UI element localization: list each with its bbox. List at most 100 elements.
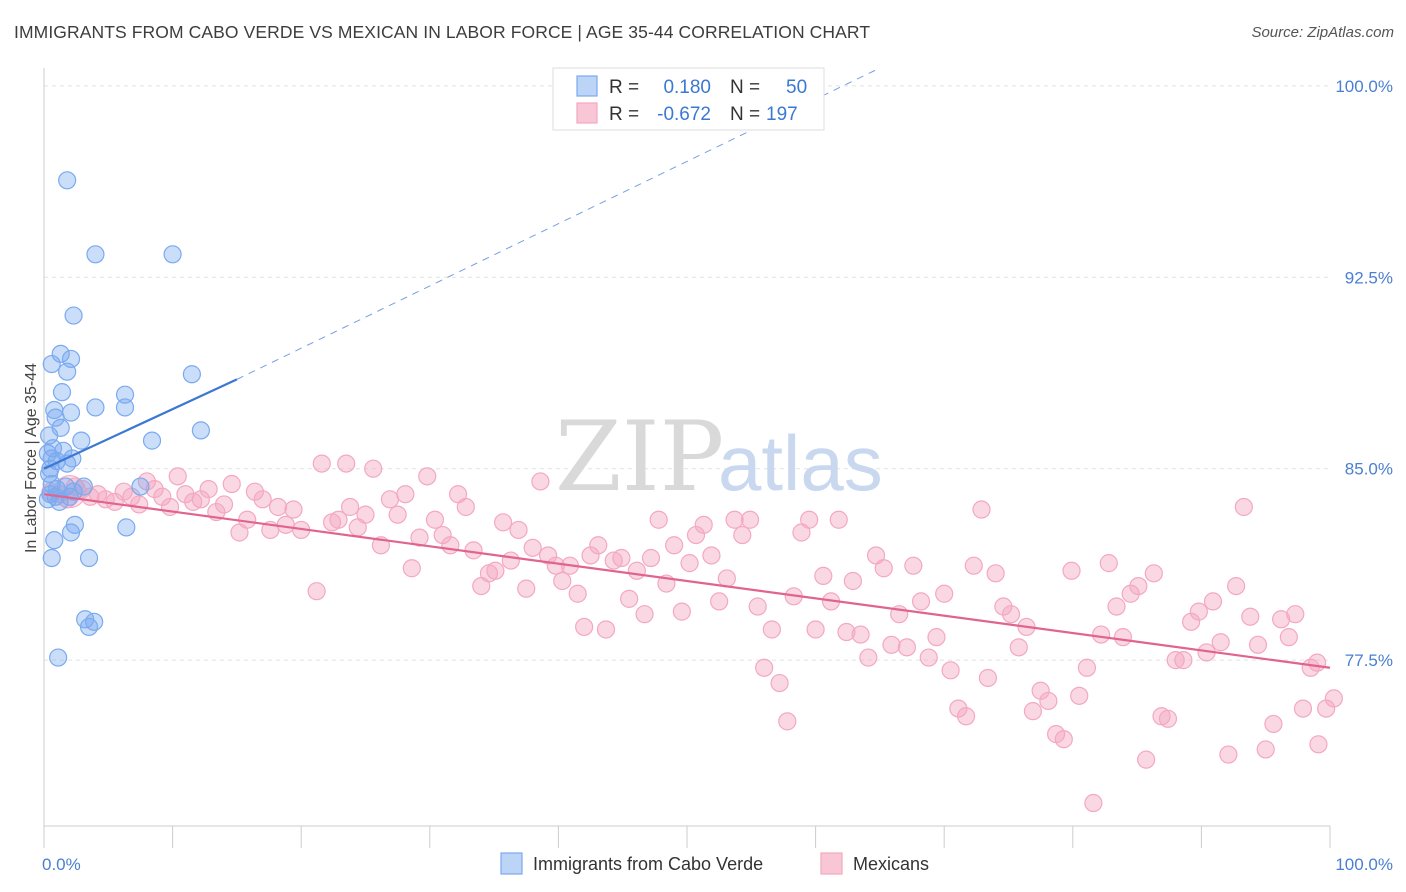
data-point-mexicans xyxy=(501,551,520,570)
data-point-cabo-verde xyxy=(117,518,136,537)
data-point-mexicans xyxy=(733,525,752,545)
data-point-mexicans xyxy=(627,561,646,580)
legend-n-label-1: N = xyxy=(730,77,760,98)
data-point-mexicans xyxy=(1248,635,1268,654)
trend-lines xyxy=(43,67,1331,669)
data-point-mexicans xyxy=(649,510,668,529)
chart-title: IMMIGRANTS FROM CABO VERDE VS MEXICAN IN… xyxy=(14,22,871,42)
data-point-mexicans xyxy=(523,538,542,557)
data-point-mexicans xyxy=(1219,745,1238,764)
data-point-mexicans xyxy=(356,505,375,524)
legend-swatch-mexicans xyxy=(576,102,598,124)
data-point-mexicans xyxy=(1286,605,1305,624)
data-point-cabo-verde xyxy=(85,612,104,631)
data-point-mexicans xyxy=(1309,735,1328,754)
data-point-cabo-verde xyxy=(79,548,99,568)
data-point-mexicans xyxy=(1264,714,1283,734)
y-tick-label: 77.5% xyxy=(1345,651,1393,670)
data-point-mexicans xyxy=(717,569,736,588)
data-point-mexicans xyxy=(245,482,265,501)
data-point-mexicans xyxy=(755,658,774,677)
trend-line-mexicans xyxy=(43,493,1331,669)
y-tick-label: 92.5% xyxy=(1345,268,1393,287)
data-point-mexicans xyxy=(986,564,1005,583)
data-point-mexicans xyxy=(1203,592,1223,611)
bottom-legend-label-mexicans: Mexicans xyxy=(853,854,929,874)
x-tick-label: 0.0% xyxy=(42,855,81,874)
data-point-mexicans xyxy=(1137,750,1156,769)
data-point-mexicans xyxy=(1158,709,1178,728)
data-point-mexicans xyxy=(1144,564,1163,583)
stats-legend: R = 0.180 N = 50 R = -0.672 N = 197 xyxy=(552,67,825,131)
data-point-mexicans xyxy=(1031,681,1050,700)
data-point-mexicans xyxy=(665,536,684,555)
data-point-mexicans xyxy=(686,525,706,545)
data-point-mexicans xyxy=(1324,689,1343,708)
data-point-mexicans xyxy=(806,620,825,639)
data-point-mexicans xyxy=(214,495,234,514)
data-point-mexicans xyxy=(312,454,331,473)
data-point-mexicans xyxy=(1308,653,1327,672)
data-point-mexicans xyxy=(268,497,288,517)
data-point-mexicans xyxy=(509,520,528,540)
watermark: ZIP atlas xyxy=(555,401,883,513)
data-point-cabo-verde xyxy=(61,523,81,542)
data-point-mexicans xyxy=(1009,638,1028,657)
bottom-legend-swatch-mexicans xyxy=(820,852,843,875)
data-point-mexicans xyxy=(927,628,946,647)
data-point-cabo-verde xyxy=(51,344,70,363)
data-point-cabo-verde xyxy=(49,648,68,667)
data-point-mexicans xyxy=(596,620,616,639)
data-point-mexicans xyxy=(837,622,856,642)
data-point-mexicans xyxy=(994,597,1013,616)
data-point-mexicans xyxy=(1077,658,1097,677)
data-point-cabo-verde xyxy=(191,421,210,440)
data-point-cabo-verde xyxy=(182,365,201,384)
series-legend: Immigrants from Cabo Verde Mexicans xyxy=(500,852,929,875)
data-point-mexicans xyxy=(725,510,744,529)
data-point-mexicans xyxy=(1234,497,1253,517)
data-point-cabo-verde xyxy=(72,431,91,450)
data-point-mexicans xyxy=(911,592,931,611)
data-point-mexicans xyxy=(130,495,149,514)
data-point-mexicans xyxy=(222,474,241,494)
data-point-mexicans xyxy=(612,548,631,568)
legend-n-value-1: 50 xyxy=(786,77,807,98)
data-point-mexicans xyxy=(418,467,437,486)
legend-swatch-cabo-verde xyxy=(576,75,598,97)
data-point-mexicans xyxy=(1317,699,1336,718)
legend-r-value-1: 0.180 xyxy=(663,77,711,98)
watermark-atlas: atlas xyxy=(718,419,883,507)
data-point-cabo-verde xyxy=(86,398,105,417)
data-point-mexicans xyxy=(494,513,513,532)
data-point-mexicans xyxy=(1039,691,1058,711)
data-point-mexicans xyxy=(1174,651,1193,670)
data-point-cabo-verde xyxy=(46,408,65,427)
y-tick-label: 85.0% xyxy=(1345,460,1393,479)
legend-n-value-2: 197 xyxy=(766,104,798,125)
data-point-mexicans xyxy=(539,546,558,565)
data-point-cabo-verde xyxy=(58,362,77,381)
data-point-mexicans xyxy=(1062,561,1081,580)
data-point-mexicans xyxy=(1091,625,1111,644)
data-point-cabo-verde xyxy=(42,548,61,568)
data-point-mexicans xyxy=(972,500,991,519)
data-point-mexicans xyxy=(589,536,608,555)
stats-legend-box xyxy=(552,67,825,131)
data-point-cabo-verde xyxy=(86,245,105,264)
data-point-mexicans xyxy=(153,487,172,506)
data-point-cabo-verde xyxy=(79,617,99,637)
data-point-mexicans xyxy=(694,515,713,534)
data-point-cabo-verde xyxy=(61,403,81,422)
data-point-mexicans xyxy=(425,510,445,529)
data-point-mexicans xyxy=(410,528,429,547)
data-point-cabo-verde xyxy=(42,354,61,374)
data-point-mexicans xyxy=(433,525,452,545)
y-tick-label: 100.0% xyxy=(1335,77,1393,96)
data-point-mexicans xyxy=(553,571,572,591)
data-point-cabo-verde xyxy=(131,477,150,496)
data-point-mexicans xyxy=(851,625,870,644)
data-point-mexicans xyxy=(517,579,536,598)
data-point-mexicans xyxy=(1256,740,1275,759)
